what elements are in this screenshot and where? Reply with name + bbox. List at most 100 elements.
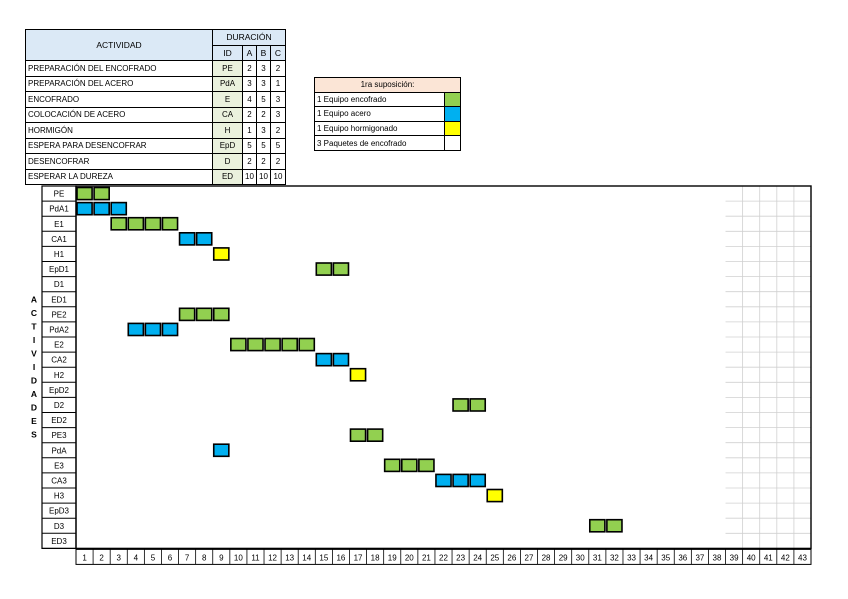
- gantt-grid: [41, 185, 812, 550]
- gantt-bar-cell: [247, 337, 264, 352]
- table-row: ESPERA PARA DESENCOFRAR EpD 5 5 5: [25, 137, 286, 154]
- x-tick-label: 23: [456, 553, 465, 562]
- gantt-bar-cell: [110, 216, 128, 231]
- x-tick-label: 40: [747, 553, 756, 562]
- x-tick-label: 42: [781, 553, 790, 562]
- gantt-bar-cell: [452, 398, 469, 412]
- activity-id: ED: [212, 168, 243, 185]
- x-tick-label: 25: [490, 553, 499, 562]
- row-label: CA3: [51, 476, 67, 485]
- legend-swatch: [444, 135, 461, 151]
- x-tick-label: 24: [473, 553, 482, 562]
- row-label: D1: [54, 280, 65, 289]
- row-label: CA2: [51, 356, 67, 365]
- x-tick-label: 31: [593, 553, 602, 562]
- x-tick-label: 28: [542, 553, 551, 562]
- x-tick-label: 4: [134, 553, 139, 562]
- vertical-label-letter: I: [33, 362, 35, 372]
- gantt-bar-cell: [418, 458, 435, 473]
- vertical-label-letter: S: [31, 430, 37, 440]
- vertical-label-letter: A: [31, 389, 37, 399]
- row-label: ED1: [51, 295, 67, 304]
- gantt-bar-cell: [383, 458, 401, 473]
- vertical-label-letter: A: [31, 295, 37, 305]
- x-tick-label: 35: [661, 553, 670, 562]
- row-label: D2: [54, 401, 65, 410]
- vertical-label-letter: E: [31, 416, 37, 426]
- gantt-bar-cell: [486, 488, 504, 503]
- activity-duration-table: ACTIVIDAD DURACIÓN ID A B C PREPARACIÓN …: [25, 29, 286, 185]
- gantt-bar-cell: [469, 473, 487, 488]
- gantt-bar-cell: [366, 428, 384, 443]
- row-label: EpD3: [49, 507, 70, 516]
- x-tick-label: 41: [764, 553, 773, 562]
- legend-table: 1ra suposición: 1 Equipo encofrado 1 Equ…: [314, 77, 461, 151]
- gantt-bar-cell: [281, 337, 299, 352]
- x-tick-label: 22: [439, 553, 448, 562]
- row-label: EpD1: [49, 265, 70, 274]
- legend-label: 3 Paquetes de encofrado: [314, 135, 445, 151]
- x-tick-label: 6: [168, 553, 173, 562]
- x-tick-label: 15: [319, 553, 328, 562]
- gantt-bar-cell: [93, 186, 110, 201]
- gantt-bar-cell: [315, 262, 333, 276]
- gantt-bar-cell: [212, 443, 230, 458]
- x-tick-label: 43: [798, 553, 807, 562]
- gantt-bar-cell: [315, 352, 333, 367]
- vertical-label-letter: C: [31, 308, 37, 318]
- legend-item: 1 Equipo encofrado: [314, 91, 461, 108]
- row-labels: PE PdA1 E1 CA1 H1 EpD1 D1 ED1 PE2 PdA2 E2 CA2 H2 EpD2…: [49, 190, 70, 546]
- vertical-label-letter: I: [33, 335, 35, 345]
- x-axis-frame: [75, 548, 812, 565]
- x-tick-label: 11: [251, 553, 260, 562]
- x-tick-label: 9: [219, 553, 224, 562]
- gantt-bar-cell: [349, 428, 367, 443]
- x-tick-label: 14: [302, 553, 311, 562]
- gantt-bar-cell: [588, 518, 606, 533]
- row-label: PdA1: [49, 205, 69, 214]
- row-label: PE: [54, 190, 65, 199]
- x-tick-label: 16: [336, 553, 345, 562]
- row-label: PdA2: [49, 325, 69, 334]
- activity-id: EpD: [212, 137, 243, 154]
- gantt-bar-cell: [332, 352, 350, 367]
- x-tick-label: 8: [202, 553, 207, 562]
- gantt-bar-cell: [76, 186, 93, 201]
- gantt-bar-cell: [400, 458, 418, 473]
- gantt-bar-cell: [298, 337, 316, 352]
- gantt-bar-cell: [332, 262, 350, 276]
- table-row: COLOCACIÓN DE ACERO CA 2 2 3: [25, 106, 286, 123]
- x-tick-label: 33: [627, 553, 636, 562]
- x-tick-label: 39: [730, 553, 739, 562]
- x-tick-label: 19: [388, 553, 397, 562]
- x-tick-label: 3: [117, 553, 122, 562]
- gantt-bars: [76, 186, 623, 533]
- row-label: H2: [54, 371, 65, 380]
- gantt-bar-cell: [212, 307, 230, 322]
- row-label: E1: [54, 220, 64, 229]
- activity-id: PdA: [212, 75, 243, 92]
- x-tick-label: 10: [234, 553, 243, 562]
- row-label: PE3: [51, 431, 67, 440]
- row-label: D3: [54, 522, 65, 531]
- x-tick-label: 20: [405, 553, 414, 562]
- legend-swatch: [444, 120, 461, 137]
- row-label: ED3: [51, 537, 67, 546]
- x-tick-label: 12: [268, 553, 277, 562]
- gantt-bar-cell: [76, 201, 93, 216]
- table-row: HORMIGÓN H 1 3 2: [25, 122, 286, 139]
- x-axis-ticks: 1 2 3 4 5 6 7 8 9 10 11 12 13 14 15 16 17 18 19 20 21 22 23 24 2…: [75, 548, 812, 565]
- table-subheader-row: ID A B C: [26, 44, 286, 61]
- gantt-bar-cell: [161, 322, 179, 337]
- gantt-bar-cell: [195, 232, 213, 246]
- gantt-bar-cell: [469, 398, 487, 412]
- x-tick-label: 1: [82, 553, 87, 562]
- table-row: ESPERAR LA DUREZA ED 10 10 10: [25, 168, 286, 185]
- legend-item: 1 Equipo hormigonado: [314, 120, 461, 137]
- gantt-bar-cell: [161, 216, 179, 231]
- header-actividad: ACTIVIDAD: [25, 29, 213, 61]
- x-tick-label: 5: [151, 553, 156, 562]
- gantt-bar-cell: [264, 337, 281, 352]
